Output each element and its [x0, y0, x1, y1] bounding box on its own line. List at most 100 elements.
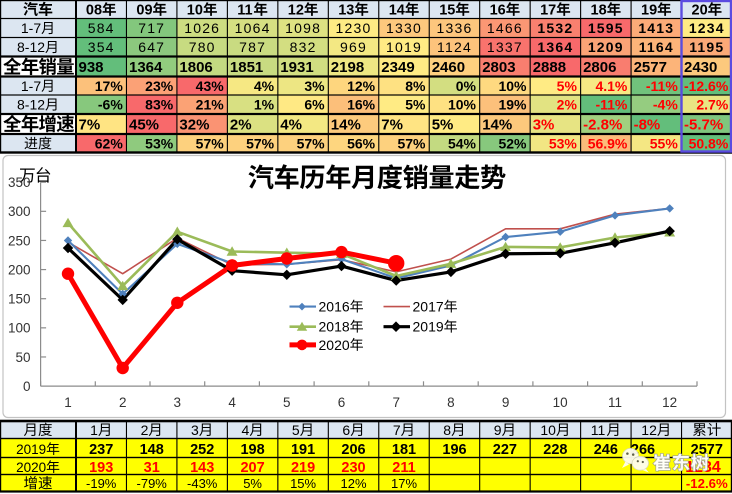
- svg-text:1: 1: [90, 422, 98, 438]
- svg-text:252: 252: [190, 442, 214, 458]
- svg-text:2020: 2020: [319, 337, 350, 353]
- svg-text:1019: 1019: [386, 39, 422, 55]
- svg-text:50.8%: 50.8%: [689, 135, 729, 151]
- svg-text:2: 2: [119, 395, 127, 410]
- svg-text:1026: 1026: [184, 20, 220, 36]
- svg-text:1064: 1064: [235, 20, 271, 36]
- svg-text:43%: 43%: [196, 78, 225, 94]
- svg-text:1336: 1336: [437, 20, 473, 36]
- svg-text:2016: 2016: [319, 299, 350, 315]
- svg-text:-12.6%: -12.6%: [684, 78, 729, 94]
- svg-text:1364: 1364: [537, 39, 573, 55]
- svg-text:2%: 2%: [557, 97, 578, 113]
- svg-text:12%: 12%: [347, 78, 376, 94]
- svg-text:57%: 57%: [297, 135, 326, 151]
- svg-text:2019: 2019: [16, 442, 46, 457]
- svg-text:-11%: -11%: [595, 97, 627, 113]
- svg-text:57%: 57%: [246, 135, 275, 151]
- svg-text:1%: 1%: [254, 97, 275, 113]
- svg-text:3%: 3%: [533, 116, 555, 133]
- svg-text:196: 196: [442, 442, 466, 458]
- svg-text:20: 20: [692, 3, 708, 19]
- svg-text:2577: 2577: [634, 59, 667, 76]
- svg-text:1532: 1532: [537, 20, 573, 36]
- svg-text:15%: 15%: [290, 476, 316, 491]
- svg-text:1209: 1209: [588, 39, 624, 55]
- svg-text:7: 7: [393, 422, 401, 438]
- svg-text:193: 193: [89, 460, 113, 476]
- svg-text:1595: 1595: [588, 20, 624, 36]
- svg-text:-6%: -6%: [98, 97, 123, 113]
- svg-text:780: 780: [189, 39, 216, 55]
- svg-text:10%: 10%: [498, 78, 527, 94]
- svg-text:207: 207: [240, 460, 264, 476]
- svg-text:19%: 19%: [498, 97, 527, 113]
- svg-text:57%: 57%: [397, 135, 426, 151]
- svg-text:7%: 7%: [79, 116, 101, 133]
- svg-text:1164: 1164: [639, 39, 674, 55]
- svg-text:1413: 1413: [638, 20, 674, 36]
- svg-text:1806: 1806: [179, 59, 212, 76]
- svg-text:2198: 2198: [331, 59, 364, 76]
- svg-text:1234: 1234: [689, 20, 725, 36]
- svg-text:14: 14: [389, 3, 405, 19]
- svg-text:8: 8: [443, 422, 451, 438]
- svg-text:1098: 1098: [285, 20, 321, 36]
- svg-text:2806: 2806: [583, 59, 616, 76]
- svg-text:143: 143: [190, 460, 214, 476]
- svg-text:5%: 5%: [557, 78, 578, 94]
- svg-text:2430: 2430: [684, 59, 717, 76]
- svg-text:2349: 2349: [381, 59, 414, 76]
- svg-text:2888: 2888: [533, 59, 566, 76]
- svg-text:57%: 57%: [196, 135, 225, 151]
- svg-text:6: 6: [338, 395, 346, 410]
- svg-text:12%: 12%: [340, 476, 366, 491]
- svg-text:7: 7: [392, 395, 400, 410]
- svg-text:206: 206: [341, 442, 365, 458]
- svg-text:83%: 83%: [145, 97, 174, 113]
- svg-text:3: 3: [191, 422, 199, 438]
- svg-text:219: 219: [291, 460, 315, 476]
- svg-text:2460: 2460: [432, 59, 465, 76]
- svg-text:227: 227: [493, 442, 517, 458]
- svg-text:15: 15: [439, 3, 455, 19]
- svg-text:0%: 0%: [456, 78, 477, 94]
- svg-text:13: 13: [338, 3, 354, 19]
- svg-text:1364: 1364: [129, 59, 163, 76]
- svg-text:10%: 10%: [448, 97, 477, 113]
- svg-text:5%: 5%: [432, 116, 454, 133]
- svg-text:6%: 6%: [304, 97, 325, 113]
- svg-text:1330: 1330: [386, 20, 422, 36]
- svg-text:200: 200: [8, 262, 31, 277]
- svg-text:717: 717: [138, 20, 165, 36]
- svg-text:150: 150: [8, 292, 31, 307]
- svg-text:9: 9: [502, 395, 510, 410]
- svg-text:787: 787: [239, 39, 266, 55]
- svg-text:17: 17: [540, 3, 556, 19]
- svg-text:53%: 53%: [549, 135, 578, 151]
- svg-text:31: 31: [144, 460, 160, 476]
- svg-text:12: 12: [662, 395, 677, 410]
- svg-text:4.1%: 4.1%: [595, 78, 627, 94]
- svg-text:-8%: -8%: [634, 116, 661, 133]
- svg-text:12: 12: [641, 422, 657, 438]
- svg-text:6: 6: [342, 422, 350, 438]
- svg-text:-4%: -4%: [653, 97, 678, 113]
- svg-text:2020: 2020: [16, 460, 46, 475]
- svg-text:350: 350: [8, 175, 31, 190]
- svg-text:11: 11: [608, 395, 622, 410]
- svg-text:09: 09: [136, 3, 152, 19]
- svg-text:8: 8: [447, 395, 455, 410]
- svg-text:32%: 32%: [179, 116, 209, 133]
- svg-text:1195: 1195: [689, 39, 724, 55]
- svg-text:14%: 14%: [331, 116, 361, 133]
- svg-text:56%: 56%: [347, 135, 376, 151]
- svg-text:3%: 3%: [304, 78, 325, 94]
- svg-text:17%: 17%: [95, 78, 124, 94]
- svg-text:-43%: -43%: [187, 476, 218, 491]
- svg-text:55%: 55%: [650, 135, 679, 151]
- svg-text:938: 938: [79, 59, 104, 76]
- svg-text:12: 12: [288, 3, 304, 19]
- svg-text:4: 4: [242, 422, 250, 438]
- svg-text:1230: 1230: [336, 20, 372, 36]
